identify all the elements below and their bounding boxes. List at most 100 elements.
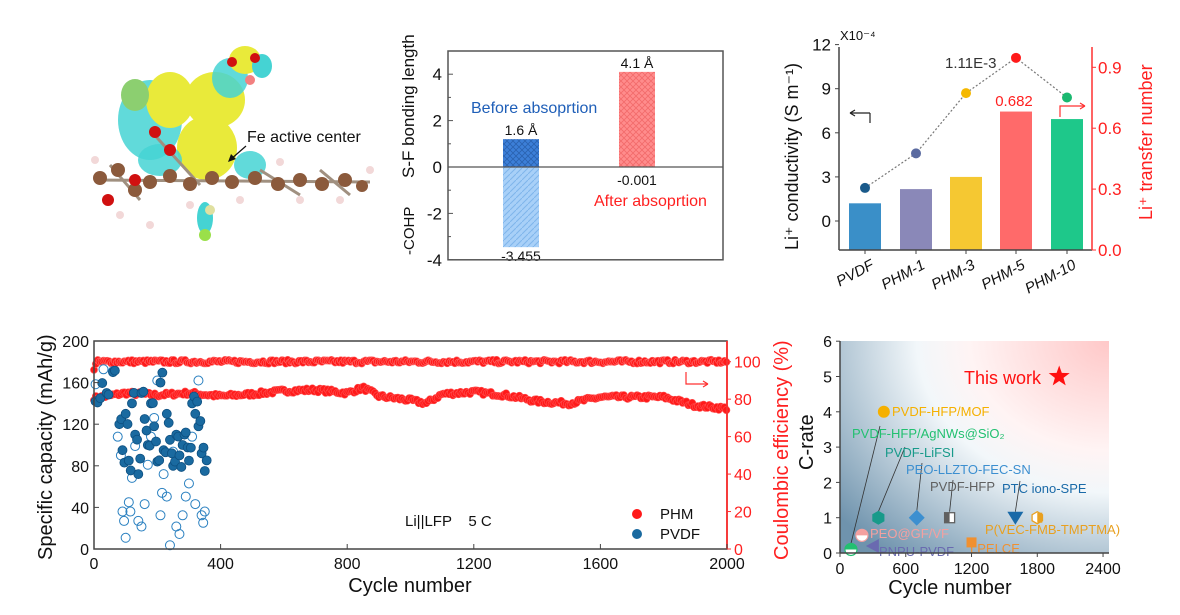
pvdf-capacity-point — [163, 417, 174, 428]
right-axis-arrow-icon — [1059, 102, 1086, 117]
x-tick-label: PHM-3 — [929, 256, 979, 293]
pvdf-ce-point — [142, 459, 153, 470]
y-tick-label: 12 — [812, 36, 831, 55]
callout-arrow — [877, 446, 906, 512]
atom — [296, 196, 304, 204]
y-tick-label: 3 — [822, 168, 831, 187]
atom — [227, 57, 237, 67]
atom — [276, 158, 284, 166]
x-tick-label: 400 — [207, 556, 234, 573]
point-label: PEO-LLZTO-FEC-SN — [906, 462, 1031, 477]
y-tick-label: 6 — [823, 334, 832, 351]
y-tick-label: 9 — [822, 80, 831, 99]
pvdf-capacity-point — [198, 442, 209, 453]
atom — [293, 173, 307, 187]
y-right-tick-label: 60 — [734, 430, 752, 447]
pvdf-ce-point — [198, 517, 209, 528]
y-tick-label: 200 — [62, 334, 89, 351]
pvdf-capacity-point — [127, 398, 137, 409]
point-label: PVDF-HFP/MOF — [892, 404, 990, 419]
pvdf-ce-point — [158, 469, 169, 480]
atom — [245, 75, 255, 85]
pvdf-capacity-point — [201, 455, 212, 466]
point-label: PNPU-PVDF — [879, 544, 954, 559]
y-tick-label: 0 — [823, 546, 832, 563]
atom — [336, 196, 344, 204]
pvdf-capacity-point — [174, 450, 185, 461]
y-tick-label: 2 — [823, 475, 832, 492]
marker-pvdf-hfp-agnws-sio- — [844, 543, 857, 550]
bar-transfer-PHM-1 — [900, 189, 932, 250]
atom — [186, 201, 194, 209]
atom — [250, 53, 260, 63]
pvdf-capacity-point — [135, 453, 146, 464]
pvdf-ce-point — [180, 491, 191, 502]
legend-label: PVDF — [660, 526, 700, 543]
callout-arrow — [850, 425, 881, 544]
x-tick-label: 800 — [334, 556, 361, 573]
pvdf-capacity-point — [176, 462, 187, 472]
pvdf-ce-point — [120, 532, 131, 543]
pvdf-capacity-point — [199, 466, 210, 476]
category-label-after: After absoprtion — [594, 193, 707, 210]
atom — [183, 177, 197, 191]
pvdf-capacity-point — [185, 442, 196, 453]
callout-arrow — [916, 462, 923, 512]
conductivity-line — [864, 57, 1068, 189]
marker-peo-gf-vf — [855, 529, 868, 536]
x-tick-label: 1600 — [583, 556, 619, 573]
pvdf-capacity-point — [161, 408, 172, 419]
atom — [116, 211, 124, 219]
bar-value-label: -3.455 — [501, 248, 541, 264]
bar-value-label: 4.1 Å — [621, 55, 654, 71]
pvdf-capacity-point — [95, 393, 106, 404]
x-tick-label: PHM-10 — [1022, 256, 1079, 297]
atom — [91, 156, 99, 164]
y-tick-label: -2 — [427, 204, 442, 223]
pvdf-capacity-point — [165, 434, 175, 445]
y-right-tick-label: 0 — [734, 542, 743, 559]
y-axis-label-left: Li⁺ conductivity (S m⁻¹) — [782, 63, 802, 250]
pvdf-ce-point — [117, 506, 128, 517]
pvdf-capacity-point — [132, 434, 142, 445]
atom — [164, 144, 176, 156]
y-tick-label: 0 — [433, 158, 442, 177]
y-right-tick-label: 40 — [734, 467, 752, 484]
pvdf-capacity-point — [180, 427, 191, 438]
x-tick-label: 0 — [90, 556, 99, 573]
pvdf-ce-point — [123, 497, 134, 508]
pvdf-capacity-point — [149, 421, 160, 432]
y-axis-label-cohp: -COHP — [401, 207, 418, 255]
fe-active-center-label: Fe active center — [247, 129, 362, 146]
max-transfer-label: 0.682 — [995, 93, 1033, 110]
point-label: PTC iono-SPE — [1002, 481, 1087, 496]
point-label: PVDF-LiFSI — [885, 445, 954, 460]
pvdf-ce-point — [193, 375, 204, 386]
pvdf-ce-point — [196, 510, 207, 521]
bar-bond-length-1 — [619, 71, 655, 167]
marker-pvdf-lifsi — [872, 510, 885, 525]
point-label: This work — [964, 368, 1042, 388]
charge-density-structure: Fe active center — [91, 46, 374, 241]
y-axis-label-right: Li⁺ transfer number — [1136, 64, 1156, 220]
pvdf-capacity-point — [192, 396, 203, 407]
point-label: PVDF-HFP — [930, 479, 995, 494]
marker-pnpu-pvdf — [865, 538, 879, 553]
y-tick-label: 4 — [433, 65, 442, 84]
marker-this-work — [1048, 365, 1070, 386]
pvdf-capacity-point — [122, 419, 133, 429]
atom — [356, 180, 368, 192]
x-tick-label: 0 — [836, 561, 845, 578]
pvdf-capacity-point — [117, 445, 128, 456]
pvdf-capacity-point — [139, 414, 150, 424]
pvdf-ce-point — [155, 510, 166, 521]
pvdf-capacity-point — [103, 389, 114, 400]
pvdf-capacity-point — [151, 436, 161, 447]
category-label-before: Before absoprtion — [471, 100, 597, 117]
pvdf-ce-point — [136, 521, 147, 532]
marker-pvdf-hfp-mof — [877, 405, 890, 418]
x-tick-label: 2000 — [709, 556, 745, 573]
atom — [205, 171, 219, 185]
x-tick-label: PVDF — [834, 256, 878, 290]
